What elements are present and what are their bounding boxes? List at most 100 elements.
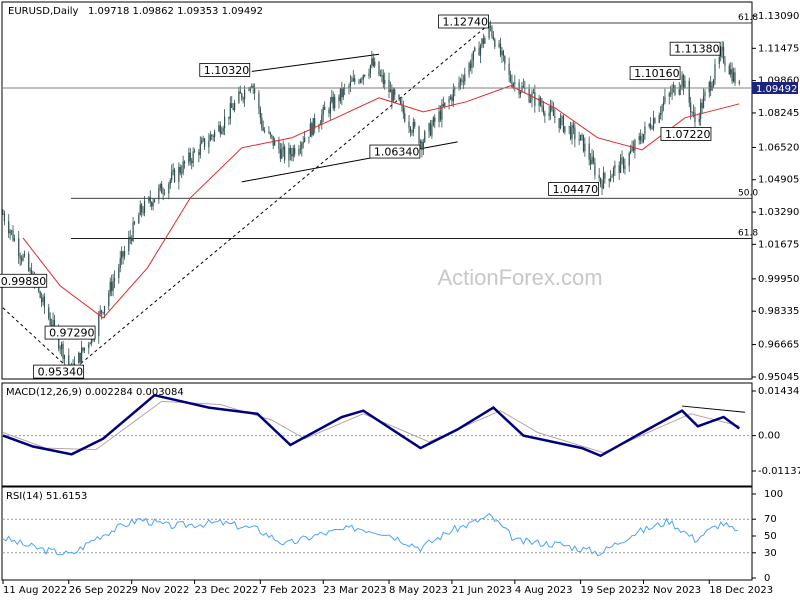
candle [151, 201, 153, 211]
candle-body [399, 99, 402, 104]
x-tick-label: 9 Nov 2022 [132, 585, 190, 596]
candle-body [701, 102, 703, 108]
price-tick-label: 1.06520 [758, 142, 799, 153]
candle-body [444, 102, 446, 106]
candle [352, 70, 354, 83]
candle-body [579, 134, 582, 141]
candle [632, 140, 635, 153]
annotation-box [548, 182, 600, 196]
candle-body [122, 251, 124, 257]
candle [404, 107, 406, 123]
candle [143, 195, 146, 217]
candle-body [82, 347, 84, 351]
candle [348, 83, 350, 95]
x-tick-label: 19 Sep 2023 [581, 585, 644, 596]
candle-body [481, 38, 483, 46]
candle-body [731, 69, 733, 82]
candle-body [251, 86, 253, 88]
rsi-tick-label: 70 [764, 514, 777, 525]
candle [141, 203, 143, 218]
candle-body [23, 254, 26, 256]
annotation-label: 0.95340 [38, 366, 84, 379]
candle [448, 96, 450, 110]
candle [342, 86, 344, 100]
candle [288, 142, 290, 168]
candle [128, 230, 130, 256]
candle [193, 148, 196, 153]
candle-body [149, 197, 151, 203]
candle-body [461, 79, 463, 82]
candle-body [674, 85, 676, 95]
candle-body [738, 81, 740, 84]
candle-body [162, 193, 164, 195]
candle-body [199, 143, 201, 155]
candle [241, 92, 243, 102]
candle [223, 109, 226, 136]
price-tick-label: 0.95045 [758, 372, 799, 383]
x-tick-label: 11 Aug 2022 [3, 585, 67, 596]
candle [10, 229, 13, 236]
candle [302, 136, 304, 149]
x-tick-label: 23 Mar 2023 [323, 585, 386, 596]
candle-body [734, 72, 736, 84]
candle-body [449, 96, 452, 99]
candle-body [309, 123, 311, 137]
candle-body [182, 161, 184, 174]
rsi-y-axis: 100 70 50 30 0 [752, 489, 783, 584]
x-tick-label: 23 Dec 2022 [195, 585, 259, 596]
candle-body [651, 128, 653, 129]
candle [508, 57, 510, 83]
candle [133, 220, 136, 226]
candle-body [172, 169, 174, 173]
candle-body [262, 127, 264, 131]
annotation-label: 1.06340 [374, 146, 420, 159]
candle [469, 59, 472, 72]
candle [338, 94, 340, 109]
candle [284, 144, 286, 164]
candle [329, 97, 331, 120]
candlesticks [2, 20, 740, 380]
candle [262, 120, 264, 132]
candle [211, 133, 213, 140]
candle [368, 68, 370, 79]
candle-body [612, 168, 615, 176]
candle-body [601, 184, 603, 189]
dashed-uptrend-line [71, 22, 491, 372]
candle-body [89, 343, 91, 345]
candle [228, 116, 230, 126]
candle-body [83, 347, 86, 351]
candle [218, 121, 220, 133]
x-tick-label: 8 May 2023 [389, 585, 448, 596]
candle [478, 41, 480, 56]
candle [159, 183, 161, 192]
candle [712, 78, 715, 89]
candle-body [479, 45, 482, 56]
price-annotation: 0.95340 [33, 364, 85, 379]
candle-body [442, 104, 444, 106]
candle-body [219, 125, 221, 134]
candle-body [63, 355, 66, 359]
candle-body [202, 138, 204, 141]
candle-body [434, 117, 436, 122]
candle [409, 126, 412, 137]
candle [261, 112, 263, 131]
candle-body [574, 127, 576, 140]
candle-body [292, 148, 294, 157]
candle [318, 123, 320, 133]
candle-body [721, 46, 723, 51]
candle-body [642, 134, 645, 142]
candle [371, 50, 373, 69]
candle [189, 148, 191, 166]
price-tick-label: 0.98335 [758, 306, 799, 317]
candle-body [358, 81, 360, 83]
candle-body [544, 112, 546, 116]
candle [191, 157, 193, 170]
candle [192, 147, 194, 168]
candle-body [414, 122, 416, 127]
candle [424, 129, 426, 144]
candle-body [223, 116, 226, 129]
candle-body [504, 55, 506, 64]
candle-body [511, 81, 513, 87]
candle-body [429, 123, 432, 136]
candle-body [339, 88, 342, 102]
